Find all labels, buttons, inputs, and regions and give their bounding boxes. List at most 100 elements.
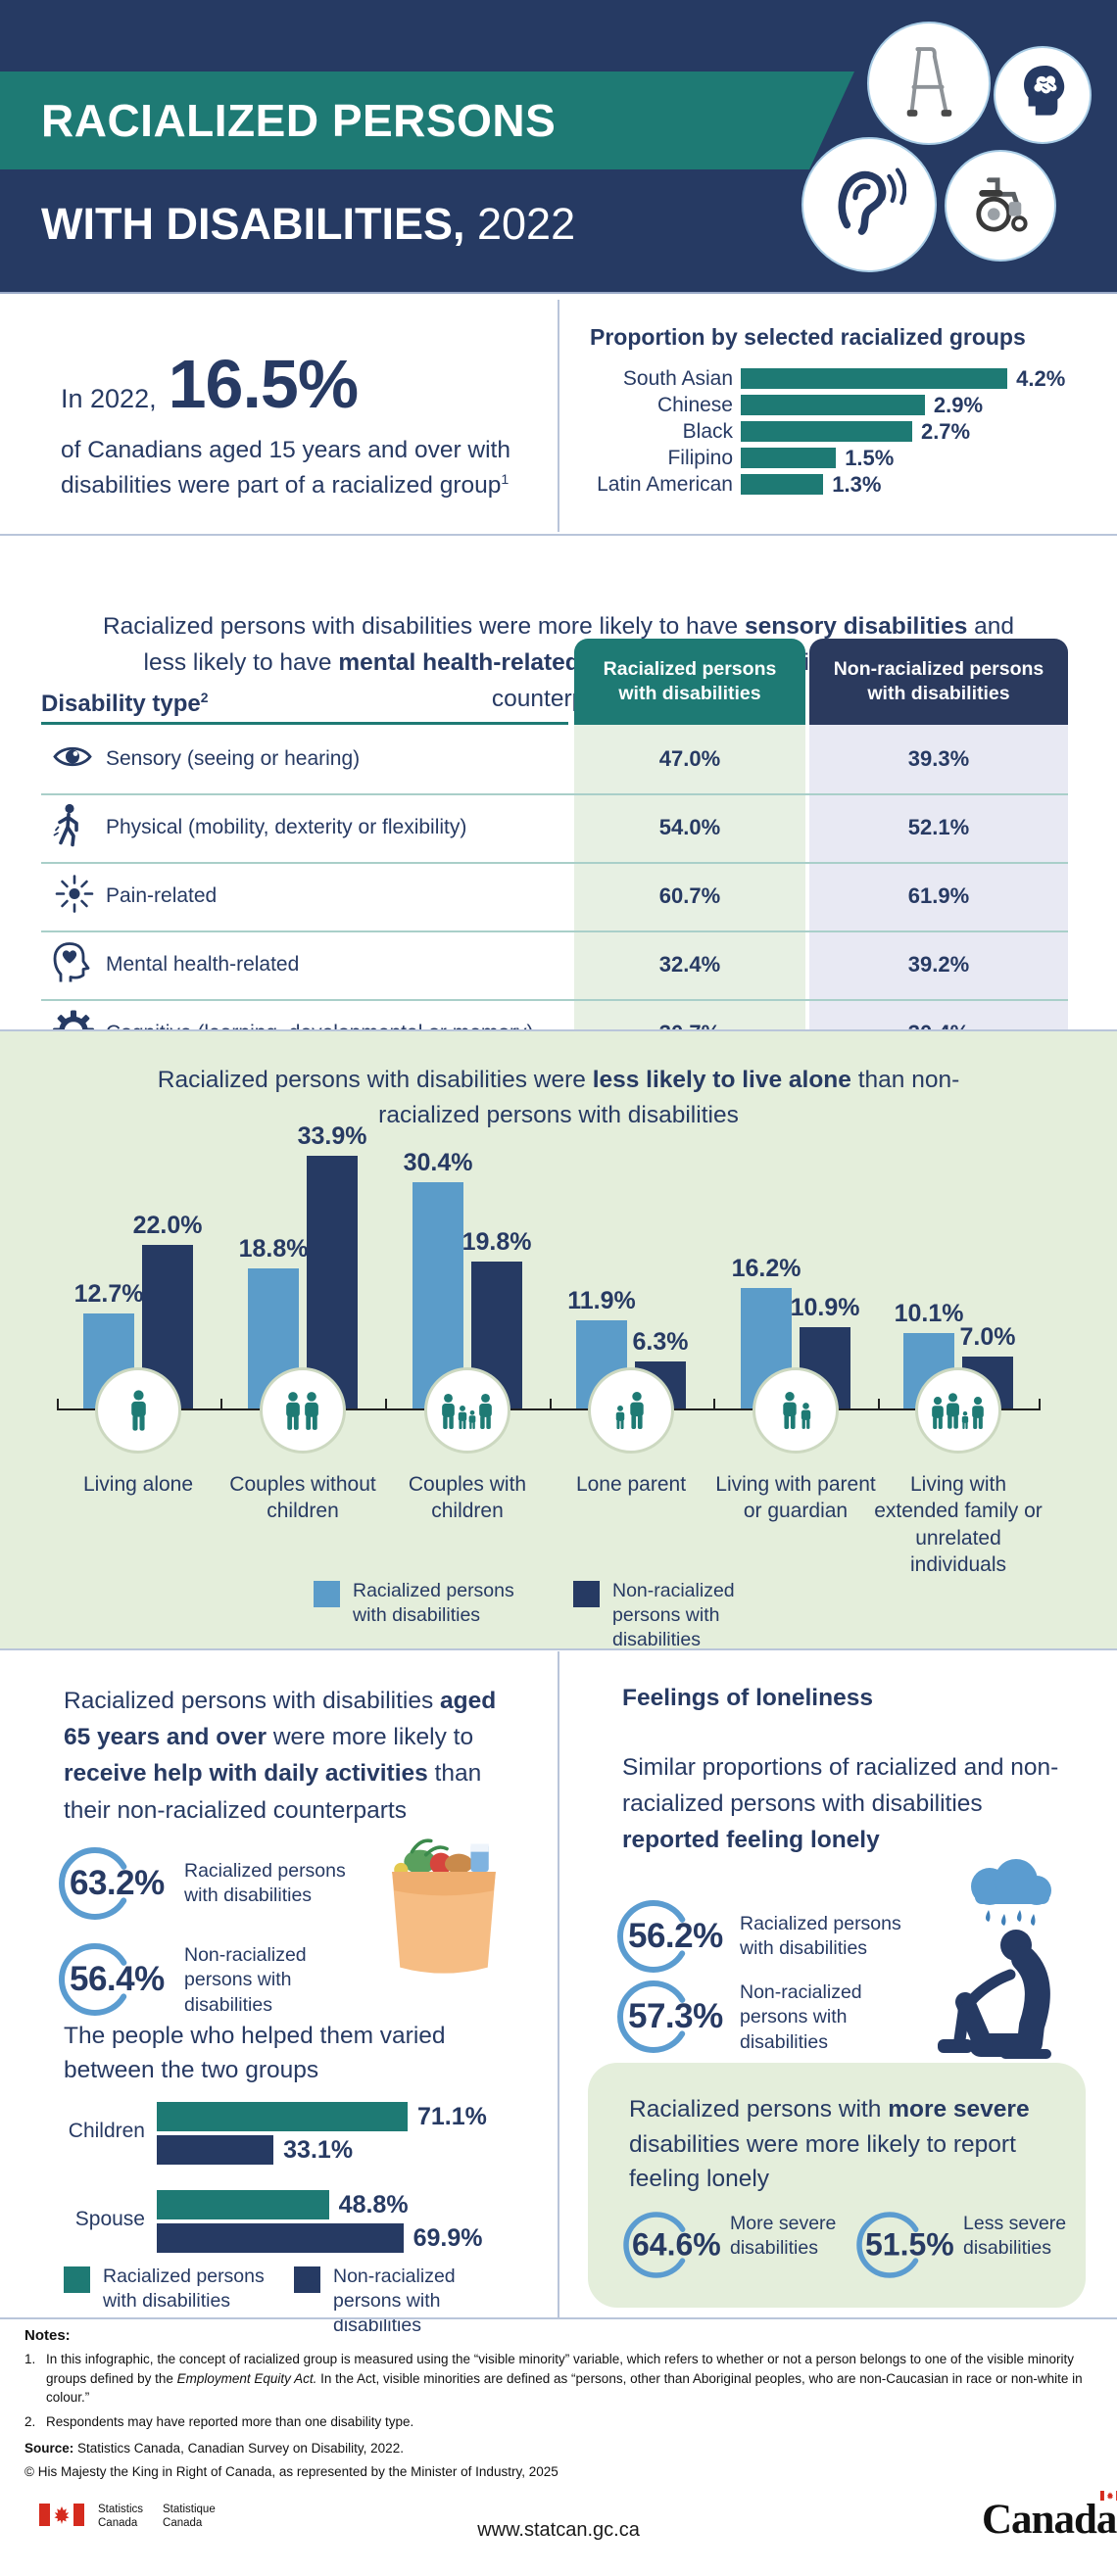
row-label: Sensory (seeing or hearing) [106, 747, 361, 770]
pain-icon [53, 873, 96, 921]
footnote-ref-1: 1 [501, 471, 510, 488]
bar-value: 4.2% [1016, 365, 1066, 391]
bar-value: 2.7% [920, 418, 971, 444]
bar-label: Black [682, 419, 733, 443]
bar [157, 2223, 404, 2253]
legend-swatch-teal [64, 2266, 90, 2293]
page-title-line2-bold: WITH DISABILITIES, [41, 199, 465, 249]
stat-ring-573: 57.3% [615, 1979, 723, 2055]
stat-value: 57.3% [628, 1997, 723, 2035]
axis-tick [385, 1399, 387, 1410]
stat-label: Non-racialized persons with disabilities [740, 1981, 862, 2053]
statcan-logo: Statistics Canada Statistique Canada [39, 2504, 216, 2531]
table-col-non-racialized: Non-racialized persons with disabilities [809, 639, 1068, 725]
note-text: In this infographic, the concept of raci… [46, 2352, 1075, 2386]
section-divider [0, 1029, 1117, 1031]
canada-flag-icon [39, 2504, 84, 2531]
row-divider [41, 930, 1068, 932]
stat-ring-646: 64.6% [621, 2210, 721, 2280]
copyright-line: © His Majesty the King in Right of Canad… [24, 2464, 558, 2480]
cell-value: 61.9% [907, 883, 970, 908]
stat-label: Racialized persons with disabilities [184, 1860, 346, 1907]
bar-value: 2.9% [933, 392, 984, 417]
source-label: Source: [24, 2441, 74, 2457]
helpers-chart-title: The people who helped them varied betwee… [64, 2023, 446, 2083]
walker-icon-circle [867, 22, 991, 145]
ear-hearing-icon [832, 162, 907, 249]
legend-label: Racialized persons with disabilities [103, 2266, 265, 2312]
chart-row: Latin American 1.3% [574, 472, 1108, 497]
footnote-ref-2: 2 [200, 690, 209, 705]
grocery-bag-illustration [384, 1828, 504, 1984]
chart-row: South Asian 4.2% [574, 365, 1108, 391]
bar-value: 19.8% [461, 1227, 532, 1256]
severity-paragraph: Racialized persons with more severe disa… [629, 2092, 1050, 2197]
bar [157, 2102, 408, 2131]
category-label: Children [68, 2120, 145, 2142]
stat-label: More severe disabilities [730, 2213, 837, 2260]
help-text: were more likely to [267, 1724, 474, 1751]
brain-icon [1015, 64, 1070, 127]
note-2: 2. Respondents may have reported more th… [24, 2412, 1093, 2432]
severity-text-bold: more severe [888, 2096, 1030, 2123]
bottom-section-divider [558, 1651, 559, 2317]
table-intro-text: and less likely to have [143, 613, 1015, 676]
bar-value: 1.5% [845, 445, 895, 470]
key-stat-description-text: of Canadians aged 15 years and over with… [61, 437, 510, 499]
bar [741, 395, 925, 415]
legend-label: Racialized persons with disabilities [353, 1580, 514, 1626]
legend-item-racialized: Racialized persons with disabilities [314, 1579, 534, 1628]
disability-type-label: Disability type [41, 691, 201, 717]
note-number: 1. [24, 2352, 36, 2366]
category-label: Living with parent or guardian [715, 1473, 876, 1523]
stat-value: 64.6% [632, 2226, 721, 2263]
stat-label: Non-racialized persons with disabilities [184, 1944, 307, 2016]
stat-ring-63: 63.2% [57, 1845, 165, 1922]
table-col-racialized: Racialized persons with disabilities [574, 639, 805, 725]
bar-label: Latin American [597, 472, 733, 496]
parent-guardian-icon [753, 1367, 839, 1454]
row-label: Physical (mobility, dexterity or flexibi… [106, 816, 467, 838]
agency-text: Canada [98, 2517, 138, 2529]
legend-item-non-racialized: Non-racialized persons with disabilities [294, 2265, 514, 2337]
living-arrangements-section: Racialized persons with disabilities wer… [0, 1031, 1117, 1650]
chart-row: Chinese 2.9% [574, 392, 1108, 417]
cell-value: 39.3% [907, 746, 970, 771]
couple-icon [260, 1367, 346, 1454]
loneliness-text: Similar proportions of racialized and no… [622, 1754, 1059, 1818]
axis-tick [57, 1399, 59, 1410]
source-text: Statistics Canada, Canadian Survey on Di… [73, 2441, 404, 2457]
agency-french: Statistique Canada [163, 2504, 216, 2531]
help-text: Racialized persons with disabilities [64, 1688, 441, 1714]
bar-value: 69.9% [413, 2223, 483, 2252]
bar [741, 421, 912, 442]
statcan-url: www.statcan.gc.ca [477, 2519, 640, 2541]
page-title-line1: RACIALIZED PERSONS [41, 95, 557, 146]
note-text: In the Act, visible minorities are defin… [46, 2370, 1083, 2406]
cell-value: 60.7% [658, 883, 721, 908]
living-title-text: than non-racialized persons with disabil… [378, 1067, 960, 1128]
cell-value: 32.4% [658, 952, 721, 977]
axis-tick [220, 1399, 222, 1410]
chart-baseline [57, 1408, 1041, 1410]
legend-swatch-navy [573, 1581, 600, 1607]
wheelchair-icon-circle [945, 150, 1056, 262]
loneliness-text-bold: reported feeling lonely [622, 1827, 880, 1854]
severity-text: Racialized persons with [629, 2096, 889, 2123]
loneliness-paragraph: Similar proportions of racialized and no… [622, 1749, 1068, 1859]
row-divider [41, 999, 1068, 1001]
source-line: Source: Statistics Canada, Canadian Surv… [24, 2441, 1093, 2456]
note-text: Respondents may have reported more than … [46, 2413, 414, 2429]
bar-value: 7.0% [959, 1322, 1016, 1351]
stat-ring-515: 51.5% [854, 2210, 954, 2280]
row-label: Mental health-related [106, 953, 300, 976]
category-label: Couples with children [408, 1473, 527, 1523]
lonely-person-illustration [906, 1857, 1093, 2068]
page-title-year: 2022 [464, 199, 576, 249]
living-title-bold: less likely to live alone [592, 1067, 851, 1093]
page-title-line2: WITH DISABILITIES, 2022 [41, 199, 575, 250]
agency-text: Statistique [163, 2504, 216, 2516]
bar [157, 2135, 274, 2165]
section-divider [0, 1648, 1117, 1650]
help-text-bold: aged 65 years and over [64, 1688, 497, 1751]
